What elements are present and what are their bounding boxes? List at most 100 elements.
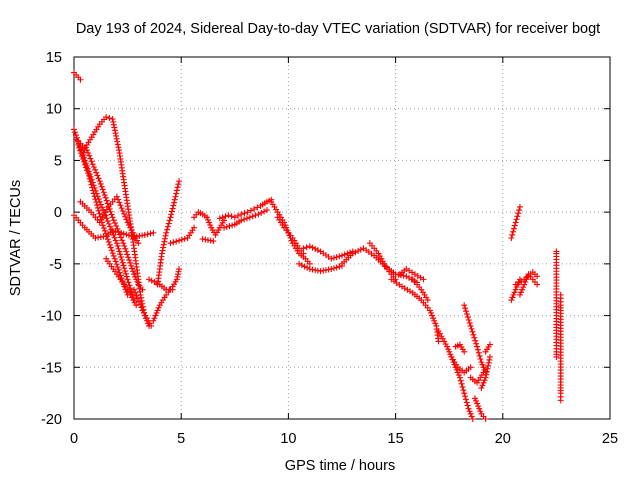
data-point	[436, 330, 443, 337]
series-s33	[478, 353, 493, 391]
data-point	[312, 245, 319, 252]
data-point	[330, 254, 337, 261]
data-point	[441, 338, 448, 345]
data-point	[142, 312, 149, 319]
data-point	[258, 209, 265, 216]
data-point	[170, 239, 177, 246]
data-point	[461, 302, 468, 309]
data-point	[85, 170, 92, 177]
data-point	[122, 268, 129, 275]
data-point	[553, 353, 560, 360]
data-point	[516, 291, 523, 298]
data-point	[463, 308, 470, 315]
data-point	[97, 180, 104, 187]
data-point	[118, 205, 125, 212]
data-point	[463, 311, 470, 318]
series-s16	[216, 196, 275, 222]
data-point	[243, 215, 250, 222]
data-point	[77, 76, 84, 83]
data-point	[172, 193, 179, 200]
data-point	[84, 167, 91, 174]
y-axis-label: SDTVAR / TECUs	[8, 180, 24, 296]
data-point	[164, 223, 171, 230]
data-point	[151, 315, 158, 322]
data-point	[512, 219, 519, 226]
data-point	[146, 276, 153, 283]
data-point	[512, 286, 519, 293]
data-point	[355, 247, 362, 254]
data-point	[382, 263, 389, 270]
data-point	[110, 231, 117, 238]
data-point	[100, 189, 107, 196]
data-point	[135, 240, 142, 247]
data-point	[333, 264, 340, 271]
data-point	[510, 225, 517, 232]
series-s34	[482, 341, 493, 355]
data-point	[123, 273, 130, 280]
data-point	[480, 364, 487, 371]
data-point	[344, 250, 351, 257]
data-point	[173, 238, 180, 245]
data-point	[465, 317, 472, 324]
data-point	[105, 220, 112, 227]
data-point	[80, 156, 87, 163]
data-point	[376, 253, 383, 260]
data-point	[118, 275, 125, 282]
data-point	[314, 247, 321, 254]
series-s05	[79, 113, 153, 329]
series-s19	[274, 214, 307, 257]
data-point	[477, 356, 484, 363]
data-point	[117, 202, 124, 209]
data-point	[442, 341, 449, 348]
series-s27	[435, 328, 476, 422]
data-point	[112, 237, 119, 244]
data-point	[124, 251, 131, 258]
data-point	[483, 368, 490, 375]
data-point	[375, 250, 382, 257]
data-point	[111, 127, 118, 134]
data-point	[169, 286, 176, 293]
data-point	[118, 256, 125, 263]
data-point	[71, 126, 77, 133]
data-point	[99, 186, 106, 193]
data-point	[93, 169, 100, 176]
data-point	[114, 242, 121, 249]
data-point	[100, 225, 107, 232]
data-point	[510, 291, 517, 298]
data-point	[486, 353, 493, 360]
data-point	[93, 199, 100, 206]
data-point	[432, 320, 439, 327]
data-point	[467, 410, 474, 417]
data-point	[98, 183, 105, 190]
x-tick-label: 0	[70, 431, 78, 447]
series-s31	[467, 369, 487, 386]
data-point	[115, 245, 122, 252]
data-point	[135, 298, 142, 305]
data-point	[112, 228, 119, 235]
data-point	[113, 135, 120, 142]
data-point	[509, 294, 516, 301]
data-point	[336, 263, 343, 270]
data-point	[106, 241, 113, 248]
data-point	[424, 297, 431, 304]
data-point	[456, 374, 463, 381]
data-point	[521, 281, 528, 288]
data-point	[466, 408, 473, 415]
data-point	[174, 184, 181, 191]
data-point	[138, 294, 145, 301]
data-point	[516, 207, 523, 214]
data-point	[110, 118, 117, 125]
series-s40	[557, 291, 564, 404]
data-point	[357, 246, 364, 253]
data-point	[95, 175, 102, 182]
data-point	[94, 172, 101, 179]
data-point	[435, 338, 442, 345]
data-point	[164, 226, 171, 233]
data-point	[95, 207, 102, 214]
data-point	[518, 289, 525, 296]
data-point	[117, 251, 124, 258]
data-point	[103, 113, 110, 120]
data-point	[170, 202, 177, 209]
data-point	[438, 333, 445, 340]
